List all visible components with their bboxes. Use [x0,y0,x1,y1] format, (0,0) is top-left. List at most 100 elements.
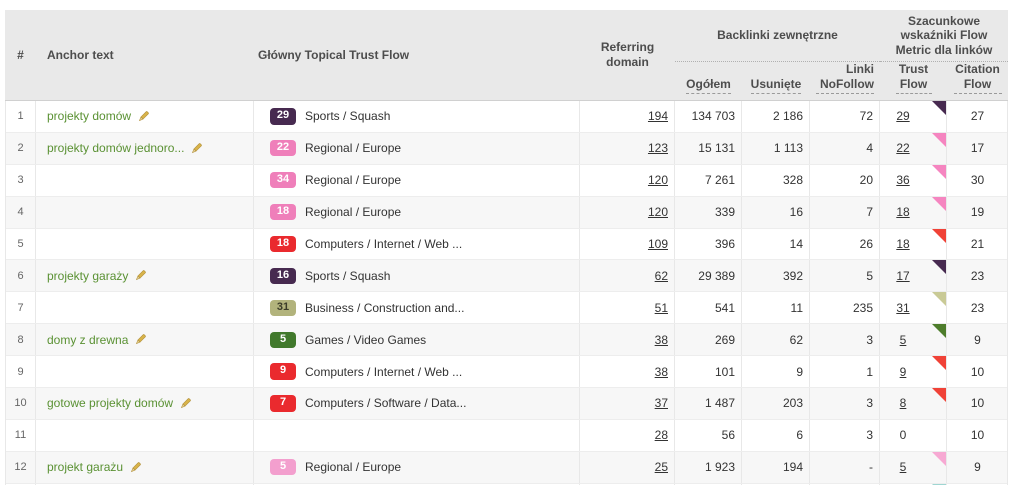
table-row: 5 18 Computers / Internet / Web ... 109 … [6,228,1007,261]
trust-flow-cell: 5 [880,451,947,483]
referring-domain-link[interactable]: 51 [654,300,668,315]
trust-flow-value[interactable]: 31 [896,300,910,315]
citation-flow-value: 10 [970,396,985,411]
backlinks-total-cell: 7 261 [675,164,742,196]
anchor-text-link[interactable]: projekty garaży [47,268,129,283]
anchor-cell: projekty domów [36,101,254,132]
column-header-deleted[interactable]: Usunięte [742,62,810,100]
edit-pencil-icon[interactable] [134,269,147,282]
backlinks-deleted-value: 392 [782,268,803,283]
referring-domain-link[interactable]: 120 [647,205,668,220]
edit-pencil-icon[interactable] [190,142,203,155]
referring-domain-link[interactable]: 37 [654,396,668,411]
trust-flow-value[interactable]: 22 [896,141,910,156]
backlinks-deleted-cell: 2 186 [742,101,810,132]
trust-flow-value[interactable]: 29 [896,109,910,124]
trust-flow-cell [880,483,947,485]
anchor-text-link[interactable]: projekty domów jednoro... [47,141,185,156]
edit-pencil-icon[interactable] [137,110,150,123]
citation-flow-cell: 30 [947,165,1008,196]
column-header-total[interactable]: Ogółem [675,62,742,100]
backlinks-deleted-cell: 11 [742,292,810,324]
referring-domain-link[interactable]: 28 [654,428,668,443]
anchor-cell [36,483,254,485]
row-number: 7 [6,292,36,324]
anchor-cell [36,356,254,388]
anchor-cell: projekty garaży [36,260,254,292]
column-header-referring-domain[interactable]: Referring domain [580,10,675,100]
anchor-text-link[interactable]: projekt garażu [47,460,124,475]
backlinks-total-value: 1 923 [704,460,735,475]
nofollow-links-cell [810,483,880,485]
anchor-text-link[interactable]: domy z drewna [47,332,129,347]
referring-domain-link[interactable]: 62 [654,268,668,283]
topic-flag-icon [932,132,946,147]
topical-cell: 18 Computers / Internet / Web ... [254,228,580,260]
topic-flag-icon [932,101,946,115]
edit-pencil-icon[interactable] [129,461,142,474]
topical-cell: 18 Regional / Europe [254,196,580,228]
topic-label: Regional / Europe [305,460,402,475]
nofollow-links-value: 26 [859,237,873,251]
citation-flow-value: 19 [970,205,985,220]
backlinks-total-cell [675,483,742,485]
referring-domain-link[interactable]: 25 [654,460,668,475]
row-number: 8 [6,324,36,356]
anchor-text-link[interactable]: gotowe projekty domów [47,396,174,411]
topical-cell: 31 Business / Construction and... [254,292,580,324]
table-body: 1 projekty domów 29 Sports / Squash 194 … [5,101,1008,485]
backlinks-total-cell: 339 [675,196,742,228]
topical-cell: 5 Regional / Europe [254,451,580,483]
trust-flow-value: 0 [899,428,907,443]
trust-flow-cell: 18 [880,228,947,260]
trust-flow-value[interactable]: 17 [896,268,910,283]
table-row: 7 31 Business / Construction and... 51 5… [6,292,1007,325]
referring-domain-link[interactable]: 120 [647,173,668,188]
anchor-cell [36,196,254,228]
topic-flag-icon [932,356,946,371]
anchor-cell: gotowe projekty domów [36,388,254,419]
referring-domain-link[interactable]: 123 [647,141,668,156]
hash-label: # [17,48,24,62]
trust-flow-cell: 29 [880,101,947,132]
referring-domain-cell: 28 [580,419,675,451]
backlinks-total-cell: 29 389 [675,260,742,292]
referring-domain-link[interactable]: 38 [654,332,668,347]
backlinks-total-value: 7 261 [704,173,735,188]
referring-domain-link[interactable]: 194 [647,109,668,124]
trust-flow-value[interactable]: 18 [896,205,910,220]
citation-flow-cell: 19 [947,197,1008,228]
backlinks-total-cell: 15 131 [675,132,742,164]
anchor-cell [36,419,254,451]
anchor-text-link[interactable]: projekty domów [47,109,132,124]
edit-pencil-icon[interactable] [179,397,192,410]
citation-flow-value: 27 [970,109,985,124]
trust-flow-value[interactable]: 18 [896,237,910,251]
backlinks-total-cell: 56 [675,419,742,451]
column-header-nofollow-links[interactable]: Linki NoFollow [810,62,880,100]
referring-domain-cell: 38 [580,324,675,356]
topic-flag-icon [932,451,946,466]
trust-flow-value[interactable]: 8 [899,396,907,411]
referring-domain-link[interactable]: 38 [654,364,668,379]
column-header-trust-flow[interactable]: Trust Flow [880,62,947,100]
referring-domain-link[interactable]: 109 [647,237,668,251]
referring-domain-cell: 120 [580,196,675,228]
trust-flow-value[interactable]: 36 [896,173,910,188]
topical-cell [254,419,580,451]
citation-flow-value: 30 [970,173,985,188]
column-header-citation-flow[interactable]: Citation Flow [947,62,1008,100]
backlinks-total-value: 339 [714,205,735,220]
edit-pencil-icon[interactable] [134,333,147,346]
nofollow-links-cell: 4 [810,132,880,164]
trust-flow-value[interactable]: 5 [899,460,907,475]
trust-flow-value[interactable]: 9 [899,364,907,379]
total-label: Ogółem [686,77,731,94]
flow-metrics-label: Szacunkowe wskaźniki Flow Metric dla lin… [895,13,993,57]
topical-trust-flow-label: Główny Topical Trust Flow [258,48,410,62]
backlinks-total-cell: 541 [675,292,742,324]
topic-label: Business / Construction and... [305,300,465,315]
backlinks-deleted-cell: 392 [742,260,810,292]
citation-flow-cell: 9 [947,324,1008,355]
trust-flow-value[interactable]: 5 [899,332,907,347]
